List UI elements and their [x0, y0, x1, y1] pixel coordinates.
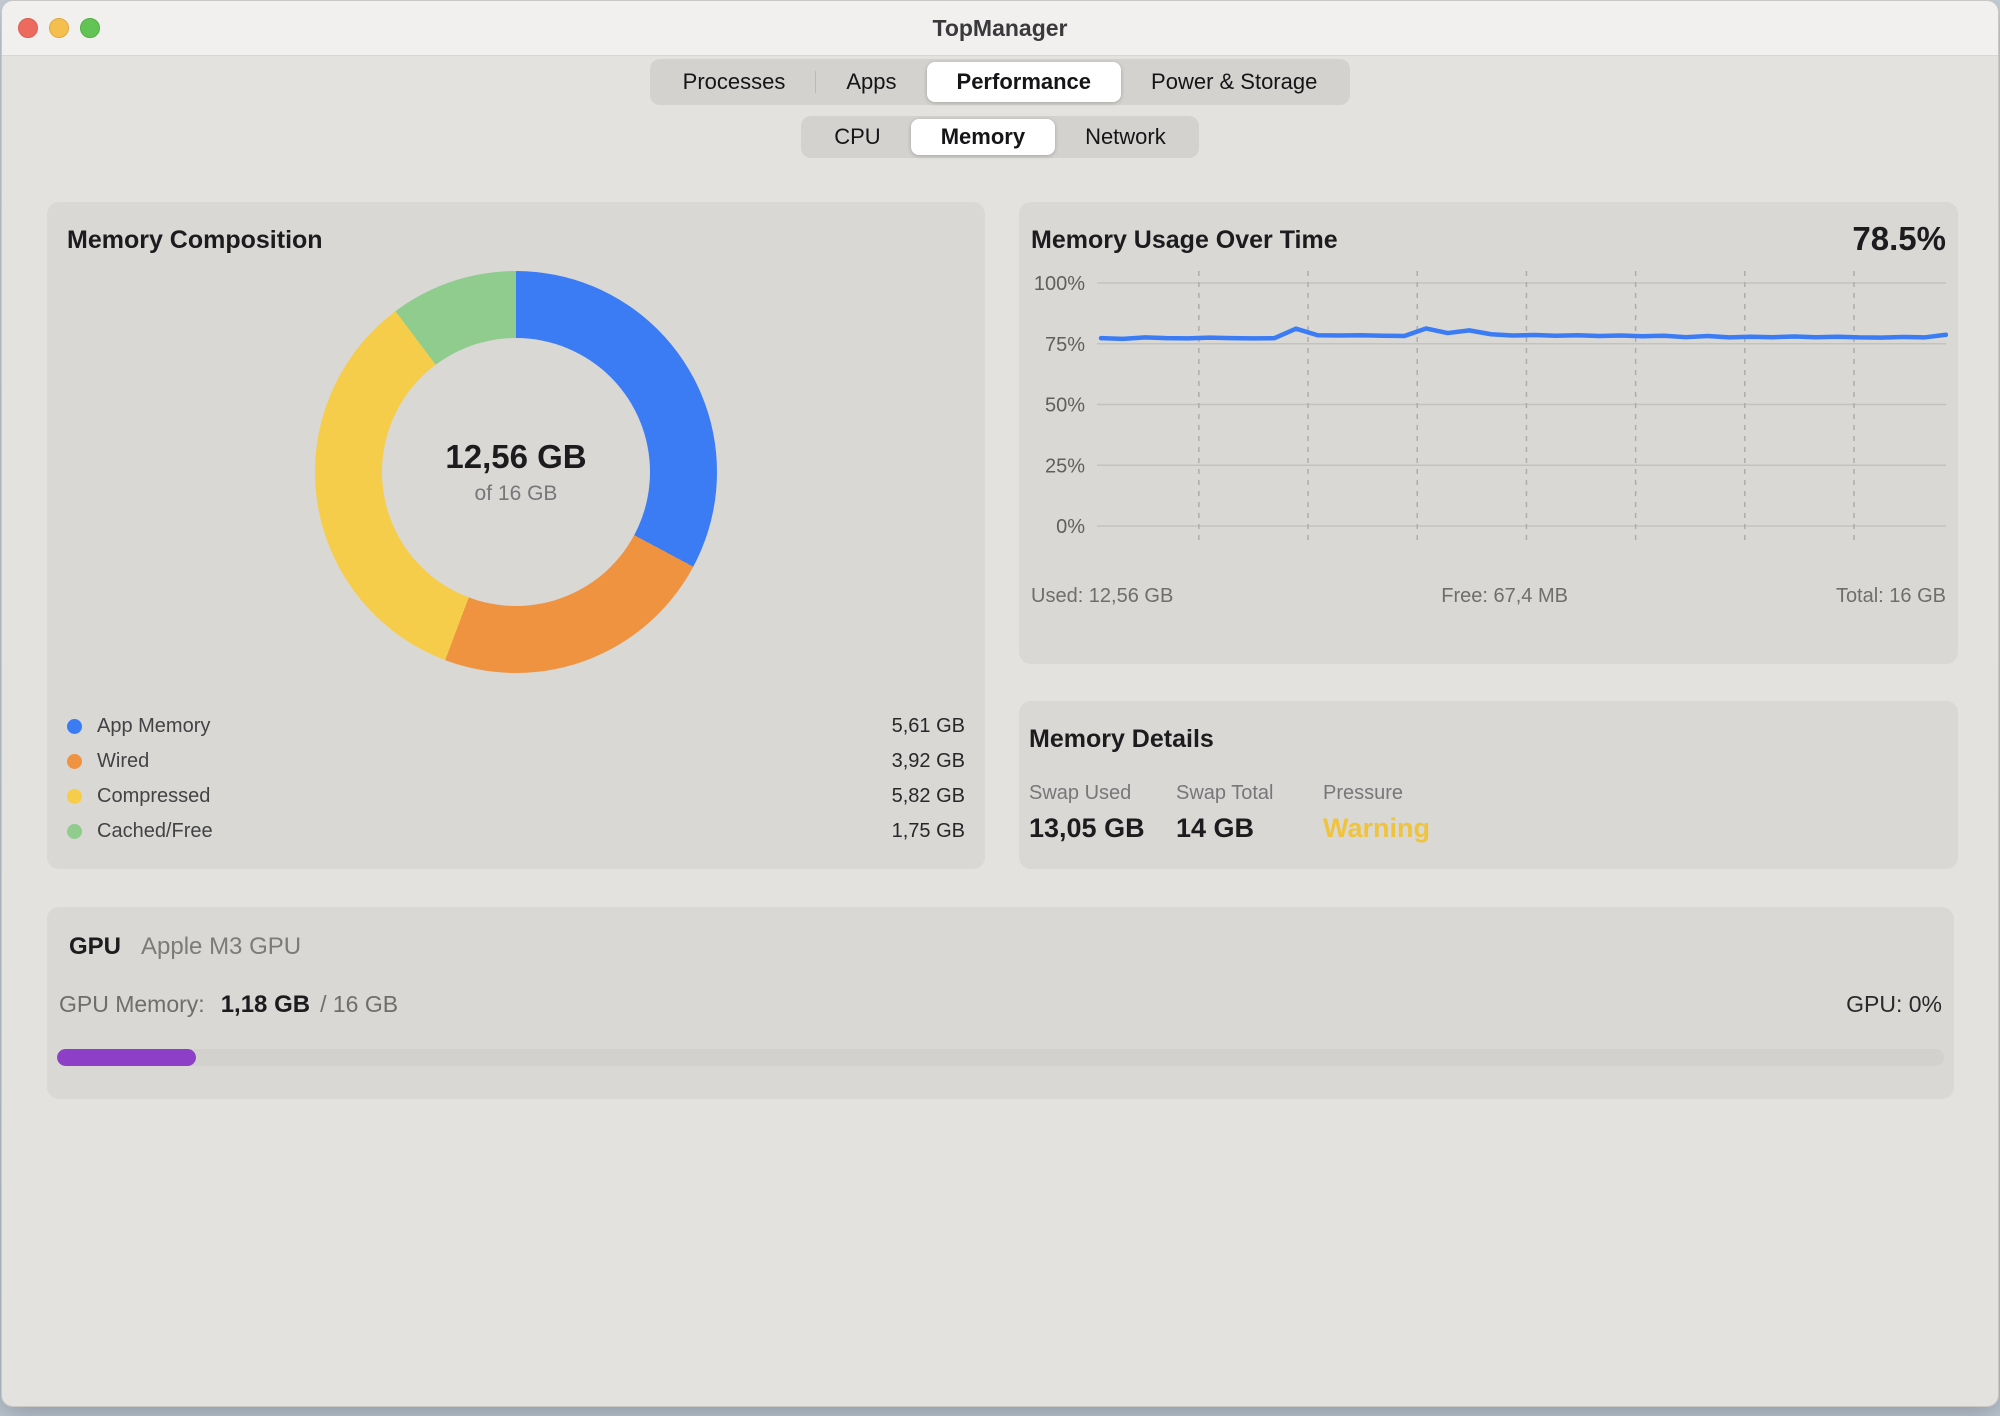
legend-color-dot: [67, 719, 82, 734]
legend-color-dot: [67, 824, 82, 839]
minimize-button[interactable]: [49, 18, 69, 38]
swap-used-item: Swap Used 13,05 GB: [1029, 782, 1153, 844]
memory-composition-title: Memory Composition: [57, 226, 975, 255]
memory-composition-panel: Memory Composition 12,56 GB of 16 GB App…: [47, 202, 985, 869]
memory-details-panel: Memory Details Swap Used 13,05 GB Swap T…: [1019, 701, 1958, 869]
memory-details-title: Memory Details: [1029, 725, 1948, 754]
legend-color-dot: [67, 789, 82, 804]
pressure-label: Pressure: [1323, 782, 1447, 805]
memory-usage-current: 78.5%: [1852, 222, 1946, 255]
svg-text:0%: 0%: [1056, 516, 1085, 538]
performance-tab-bar: CPU Memory Network: [801, 116, 1199, 158]
legend-label: Wired: [97, 750, 149, 773]
gpu-memory-bar: [57, 1049, 1944, 1066]
donut-center: 12,56 GB of 16 GB: [315, 271, 717, 673]
svg-text:75%: 75%: [1045, 334, 1085, 356]
gpu-memory-total: / 16 GB: [320, 991, 398, 1018]
gpu-memory-bar-fill: [57, 1049, 196, 1066]
swap-total-label: Swap Total: [1176, 782, 1300, 805]
memory-usage-panel: Memory Usage Over Time 78.5% 0% 25% 50% 75%…: [1019, 202, 1958, 664]
svg-text:100%: 100%: [1034, 273, 1085, 295]
swap-total-item: Swap Total 14 GB: [1176, 782, 1300, 844]
legend-label: App Memory: [97, 715, 210, 738]
svg-text:25%: 25%: [1045, 455, 1085, 477]
gpu-memory-used: 1,18 GB: [221, 991, 310, 1019]
gpu-usage-percent: GPU: 0%: [1846, 991, 1942, 1018]
tab-processes[interactable]: Processes: [653, 62, 816, 102]
titlebar: TopManager: [2, 1, 1998, 56]
gpu-title: GPU: [69, 933, 121, 961]
svg-text:50%: 50%: [1045, 395, 1085, 417]
swap-total-value: 14 GB: [1176, 813, 1300, 844]
memory-legend: App Memory 5,61 GB Wired 3,92 GB Compres…: [67, 709, 965, 849]
close-button[interactable]: [18, 18, 38, 38]
total-stat: Total: 16 GB: [1836, 585, 1946, 608]
memory-total-value: of 16 GB: [475, 482, 558, 506]
memory-donut-chart: 12,56 GB of 16 GB: [315, 271, 717, 673]
legend-value: 5,82 GB: [892, 785, 965, 808]
legend-value: 1,75 GB: [892, 820, 965, 843]
tab-memory[interactable]: Memory: [911, 119, 1055, 155]
pressure-value: Warning: [1323, 813, 1447, 844]
app-window: TopManager Processes Apps Performance Po…: [1, 0, 1999, 1407]
usage-line-chart: 0% 25% 50% 75% 100%: [1029, 263, 1948, 575]
memory-used-value: 12,56 GB: [445, 438, 586, 476]
swap-used-label: Swap Used: [1029, 782, 1153, 805]
tab-apps[interactable]: Apps: [816, 62, 926, 102]
tab-power-storage[interactable]: Power & Storage: [1121, 62, 1347, 102]
legend-label: Cached/Free: [97, 820, 213, 843]
legend-label: Compressed: [97, 785, 210, 808]
legend-row-app-memory: App Memory 5,61 GB: [67, 709, 965, 744]
tab-cpu[interactable]: CPU: [804, 119, 910, 155]
window-title: TopManager: [932, 15, 1067, 42]
free-stat: Free: 67,4 MB: [1441, 585, 1568, 608]
tab-performance[interactable]: Performance: [927, 62, 1122, 102]
swap-used-value: 13,05 GB: [1029, 813, 1153, 844]
gpu-panel: GPU Apple M3 GPU GPU Memory: 1,18 GB / 1…: [47, 907, 1954, 1099]
legend-color-dot: [67, 754, 82, 769]
legend-value: 3,92 GB: [892, 750, 965, 773]
pressure-item: Pressure Warning: [1323, 782, 1447, 844]
main-tab-bar: Processes Apps Performance Power & Stora…: [650, 59, 1351, 105]
legend-value: 5,61 GB: [892, 715, 965, 738]
tab-network[interactable]: Network: [1055, 119, 1196, 155]
legend-row-wired: Wired 3,92 GB: [67, 744, 965, 779]
used-stat: Used: 12,56 GB: [1031, 585, 1173, 608]
legend-row-cached-free: Cached/Free 1,75 GB: [67, 814, 965, 849]
gpu-memory-label: GPU Memory:: [59, 991, 205, 1018]
legend-row-compressed: Compressed 5,82 GB: [67, 779, 965, 814]
zoom-button[interactable]: [80, 18, 100, 38]
usage-chart-footer: Used: 12,56 GB Free: 67,4 MB Total: 16 G…: [1029, 585, 1948, 608]
memory-usage-title: Memory Usage Over Time: [1031, 226, 1338, 255]
gpu-name: Apple M3 GPU: [141, 933, 301, 961]
traffic-lights: [18, 1, 100, 55]
